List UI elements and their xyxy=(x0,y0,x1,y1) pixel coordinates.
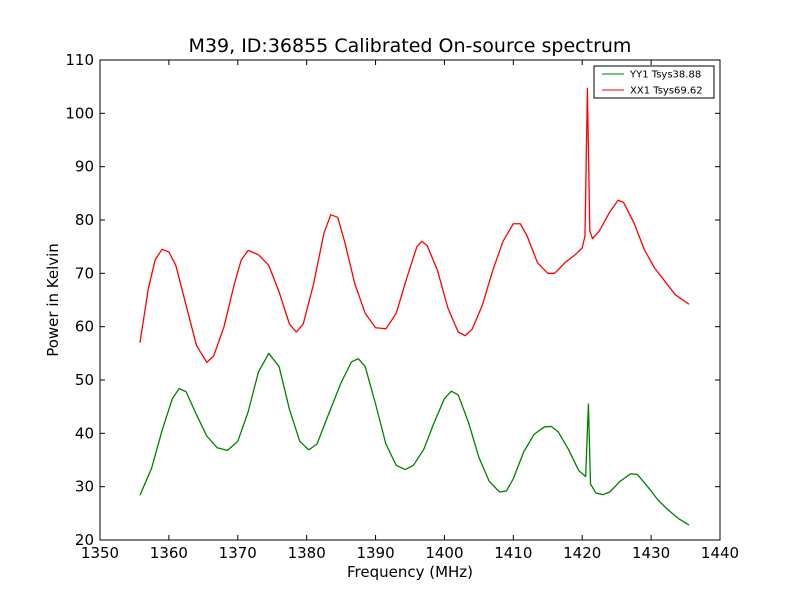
legend-label-yy1: YY1 Tsys38.88 xyxy=(629,70,701,81)
x-tick-label: 1430 xyxy=(632,544,670,562)
series-line-1 xyxy=(139,87,690,364)
y-tick-label: 90 xyxy=(75,158,94,176)
series-line-0 xyxy=(139,352,690,526)
x-tick-label: 1400 xyxy=(425,544,463,562)
x-tick-label: 1350 xyxy=(81,544,119,562)
y-tick-label: 60 xyxy=(75,318,94,336)
x-tick-label: 1380 xyxy=(288,544,326,562)
y-tick-label: 40 xyxy=(75,424,94,442)
plot-area xyxy=(100,60,720,540)
plot-frame xyxy=(99,59,721,541)
y-tick-label: 20 xyxy=(75,531,94,549)
series-layer xyxy=(139,87,690,526)
y-tick-label: 100 xyxy=(65,104,94,122)
x-tick-label: 1440 xyxy=(701,544,739,562)
x-tick-label: 1420 xyxy=(563,544,601,562)
x-tick-label: 1370 xyxy=(219,544,257,562)
y-tick-label: 30 xyxy=(75,478,94,496)
x-axis: 1350 1360 1370 1380 1390 1400 1410 1420 1430 1440 xyxy=(81,60,739,562)
y-tick-label: 110 xyxy=(65,51,94,69)
y-tick-label: 50 xyxy=(75,371,94,389)
x-axis-label: Frequency (MHz) xyxy=(347,563,473,581)
y-axis: 20 30 40 50 60 70 80 90 100 110 xyxy=(65,51,720,549)
x-tick-label: 1410 xyxy=(494,544,532,562)
y-tick-label: 80 xyxy=(75,211,94,229)
chart-title: M39, ID:36855 Calibrated On-source spect… xyxy=(189,35,632,57)
y-tick-label: 70 xyxy=(75,264,94,282)
legend-box xyxy=(593,65,715,99)
x-tick-label: 1360 xyxy=(150,544,188,562)
x-tick-label: 1390 xyxy=(356,544,394,562)
legend: YY1 Tsys38.88 XX1 Tsys69.62 xyxy=(593,65,715,99)
legend-label-xx1: XX1 Tsys69.62 xyxy=(630,86,703,97)
y-axis-label: Power in Kelvin xyxy=(44,243,62,357)
